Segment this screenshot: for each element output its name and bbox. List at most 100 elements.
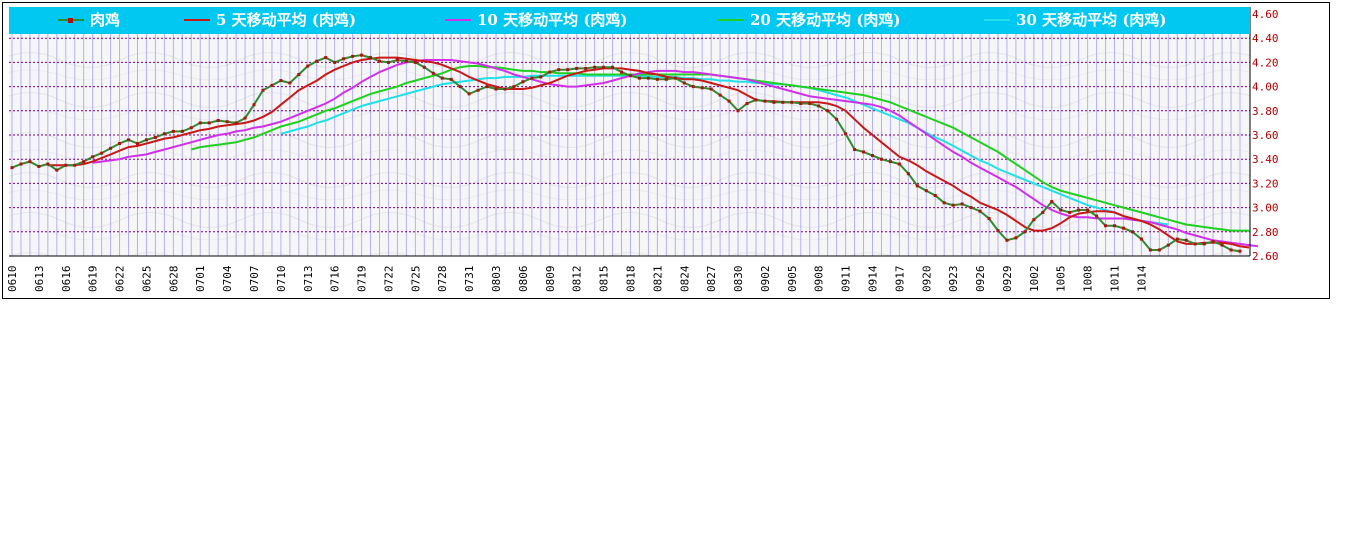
data-point <box>790 100 794 104</box>
x-tick-label: 0704 <box>221 265 234 292</box>
y-tick-label: 3.00 <box>1252 202 1279 215</box>
chart-canvas: 4.60 4.40 4.20 4.00 3.80 3.60 3.40 3.20 3.00 2.80… <box>6 7 1279 293</box>
data-point <box>1014 236 1018 240</box>
data-point <box>46 162 50 166</box>
data-point <box>1229 248 1233 252</box>
data-point <box>100 151 104 155</box>
data-point <box>1104 224 1108 228</box>
x-tick-label: 0625 <box>141 266 154 293</box>
data-point <box>10 166 14 170</box>
data-point <box>64 163 68 167</box>
data-point <box>82 160 86 164</box>
data-point <box>288 81 292 85</box>
data-point <box>620 70 624 74</box>
x-tick-label: 0728 <box>436 266 449 293</box>
data-point <box>718 93 722 97</box>
legend-label: 10 天移动平均 (肉鸡) <box>477 11 628 29</box>
data-point <box>252 103 256 107</box>
data-point <box>413 60 417 64</box>
data-point <box>530 76 534 80</box>
data-point <box>153 135 157 139</box>
data-point <box>1166 243 1170 247</box>
data-point <box>180 129 184 133</box>
data-point <box>1121 226 1125 230</box>
legend-swatch <box>718 19 744 21</box>
x-tick-label: 0827 <box>705 266 718 293</box>
data-point <box>189 126 193 130</box>
legend-swatch <box>984 19 1010 21</box>
data-point <box>763 99 767 103</box>
legend-label: 肉鸡 <box>90 11 121 29</box>
data-point <box>924 189 928 193</box>
data-point <box>144 138 148 142</box>
x-tick-label: 1011 <box>1109 266 1122 293</box>
y-tick-label: 4.00 <box>1252 81 1279 94</box>
data-point <box>682 81 686 85</box>
data-point <box>1157 248 1161 252</box>
data-point <box>162 132 166 136</box>
data-point <box>458 85 462 89</box>
data-point <box>611 65 615 69</box>
x-tick-label: 0725 <box>409 266 422 293</box>
x-tick-label: 0806 <box>517 266 530 293</box>
data-point <box>727 99 731 103</box>
data-point <box>996 229 1000 233</box>
x-tick-label: 1014 <box>1135 265 1148 292</box>
data-point <box>37 164 41 168</box>
y-tick-label: 3.20 <box>1252 177 1279 190</box>
data-point <box>987 216 991 220</box>
x-tick-label: 0722 <box>383 266 396 293</box>
data-point <box>91 155 95 159</box>
data-point <box>1130 230 1134 234</box>
data-point <box>548 70 552 74</box>
x-tick-label: 0701 <box>194 266 207 293</box>
y-tick-label: 2.80 <box>1252 226 1279 239</box>
x-tick-label: 0716 <box>329 266 342 293</box>
x-tick-label: 0815 <box>598 266 611 293</box>
data-point <box>1068 210 1072 214</box>
data-point <box>1095 214 1099 218</box>
data-point <box>772 100 776 104</box>
data-point <box>270 83 274 87</box>
data-point <box>584 66 588 70</box>
x-tick-label: 0613 <box>33 266 46 293</box>
x-tick-label: 0719 <box>356 266 369 293</box>
data-point <box>575 66 579 70</box>
data-point <box>817 104 821 108</box>
x-tick-label: 0905 <box>786 266 799 293</box>
data-point <box>485 85 489 89</box>
legend-label: 5 天移动平均 (肉鸡) <box>216 11 357 29</box>
data-point <box>879 157 883 161</box>
data-point <box>602 65 606 69</box>
y-tick-label: 4.20 <box>1252 56 1279 69</box>
series-line <box>280 74 1169 226</box>
x-tick-label: 0824 <box>678 265 691 292</box>
data-point <box>315 59 319 63</box>
x-tick-label: 0830 <box>732 266 745 293</box>
x-tick-label: 0812 <box>571 266 584 293</box>
data-point <box>1113 224 1117 228</box>
data-point <box>844 132 848 136</box>
data-point <box>566 68 570 72</box>
data-point <box>1050 200 1054 204</box>
data-point <box>333 60 337 64</box>
data-point <box>637 76 641 80</box>
y-tick-label: 2.60 <box>1252 250 1279 263</box>
data-point <box>1220 243 1224 247</box>
data-point <box>1202 242 1206 246</box>
data-point <box>969 206 973 210</box>
data-point <box>835 117 839 121</box>
data-point <box>1238 249 1242 253</box>
x-tick-label: 0731 <box>463 266 476 293</box>
x-tick-label: 0914 <box>867 265 880 292</box>
data-point <box>171 129 175 133</box>
data-point <box>754 98 758 102</box>
data-point <box>512 85 516 89</box>
data-point <box>1032 218 1036 222</box>
data-point <box>395 58 399 62</box>
data-point <box>1211 239 1215 243</box>
y-tick-label: 4.60 <box>1252 8 1279 21</box>
data-point <box>745 102 749 106</box>
legend-swatch <box>58 18 84 23</box>
data-point <box>888 160 892 164</box>
